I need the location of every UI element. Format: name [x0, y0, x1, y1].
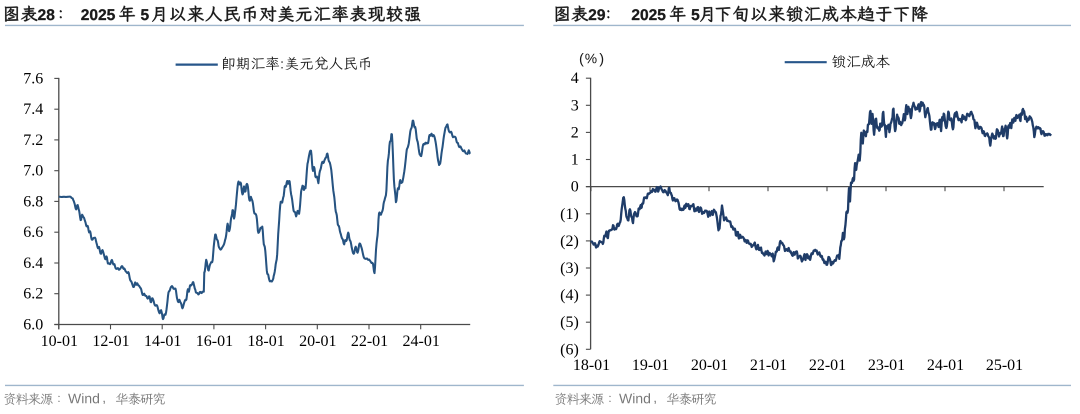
svg-text:(2): (2) [560, 233, 579, 250]
svg-text:18-01: 18-01 [573, 357, 610, 374]
svg-text:25-01: 25-01 [986, 357, 1023, 374]
svg-text:7.6: 7.6 [23, 70, 43, 87]
svg-text:22-01: 22-01 [351, 333, 388, 350]
svg-text:24-01: 24-01 [403, 333, 440, 350]
svg-text:14-01: 14-01 [144, 333, 181, 350]
svg-text:6.8: 6.8 [23, 193, 43, 210]
svg-text:7.4: 7.4 [23, 101, 43, 118]
svg-text:16-01: 16-01 [196, 333, 233, 350]
svg-text:2: 2 [571, 124, 579, 141]
svg-text:6.0: 6.0 [23, 317, 43, 334]
svg-text:12-01: 12-01 [92, 333, 129, 350]
svg-text:7.0: 7.0 [23, 163, 43, 180]
svg-text:(6): (6) [560, 341, 579, 358]
svg-text:23-01: 23-01 [868, 357, 905, 374]
svg-text:20-01: 20-01 [299, 333, 336, 350]
svg-text:19-01: 19-01 [632, 357, 669, 374]
svg-text:22-01: 22-01 [809, 357, 846, 374]
svg-text:(3): (3) [560, 260, 579, 277]
svg-text:(4): (4) [560, 287, 579, 304]
svg-text:10-01: 10-01 [41, 333, 78, 350]
svg-text:6.4: 6.4 [23, 255, 43, 272]
svg-text:20-01: 20-01 [691, 357, 728, 374]
svg-text:(5): (5) [560, 314, 579, 331]
svg-text:(1): (1) [560, 206, 579, 223]
svg-text:7.2: 7.2 [23, 132, 43, 149]
svg-text:3: 3 [571, 97, 579, 114]
svg-text:4: 4 [571, 70, 579, 87]
svg-text:21-01: 21-01 [750, 357, 787, 374]
svg-text:1: 1 [571, 152, 579, 169]
svg-text:0: 0 [571, 179, 579, 196]
svg-text:6.6: 6.6 [23, 224, 43, 241]
svg-text:6.2: 6.2 [23, 286, 43, 303]
svg-text:24-01: 24-01 [927, 357, 964, 374]
svg-text:18-01: 18-01 [247, 333, 284, 350]
